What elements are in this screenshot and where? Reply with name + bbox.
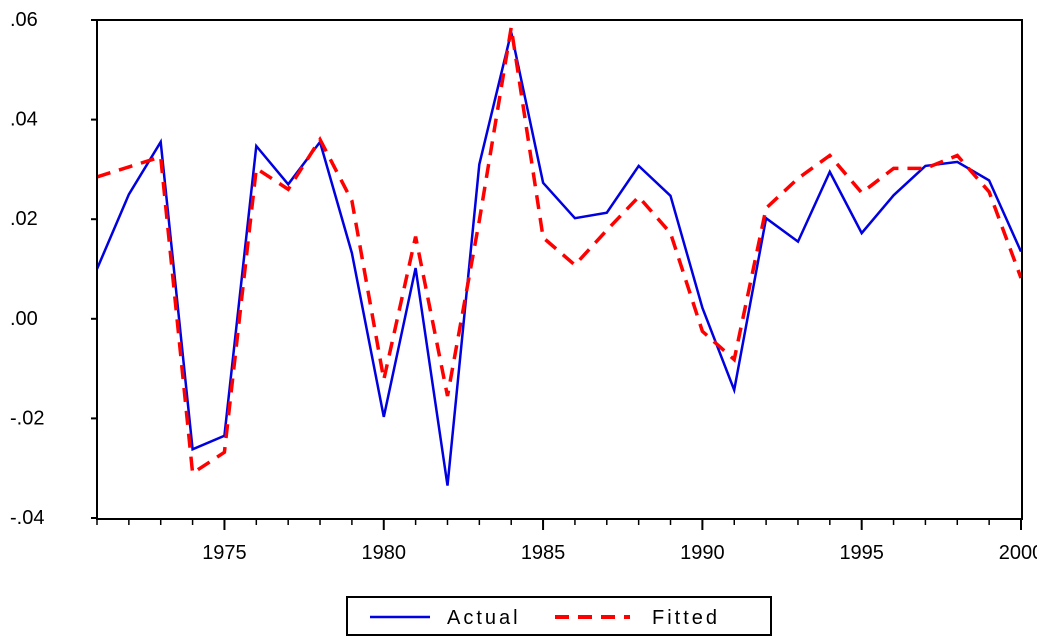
legend-label-actual: Actual: [447, 607, 521, 629]
series-line-fitted: [96, 27, 1023, 477]
y-tick-label: .02: [10, 208, 38, 230]
x-tick-label: 1995: [839, 542, 884, 564]
series-line-actual: [95, 32, 1023, 486]
axis-layer: .06 .04 .02 .00 -.02 -.04 1975 1980 1985 1990 1995…: [10, 9, 1037, 564]
legend-label-fitted: Fitted: [652, 607, 720, 629]
y-tick-label: -.02: [10, 407, 44, 429]
y-tick-label: .06: [10, 9, 38, 31]
y-tick-label: -.04: [10, 507, 44, 529]
x-tick-label: 1980: [362, 542, 407, 564]
y-tick-label: .00: [10, 308, 38, 330]
y-tick-label: .04: [10, 109, 38, 131]
series-layer: [95, 27, 1023, 486]
legend: Actual Fitted: [346, 596, 772, 636]
x-tick-label: 1985: [521, 542, 566, 564]
plot-frame: [96, 19, 1023, 520]
x-tick-label: 2000: [999, 542, 1037, 564]
x-tick-label: 1990: [680, 542, 725, 564]
x-tick-label: 1975: [202, 542, 247, 564]
